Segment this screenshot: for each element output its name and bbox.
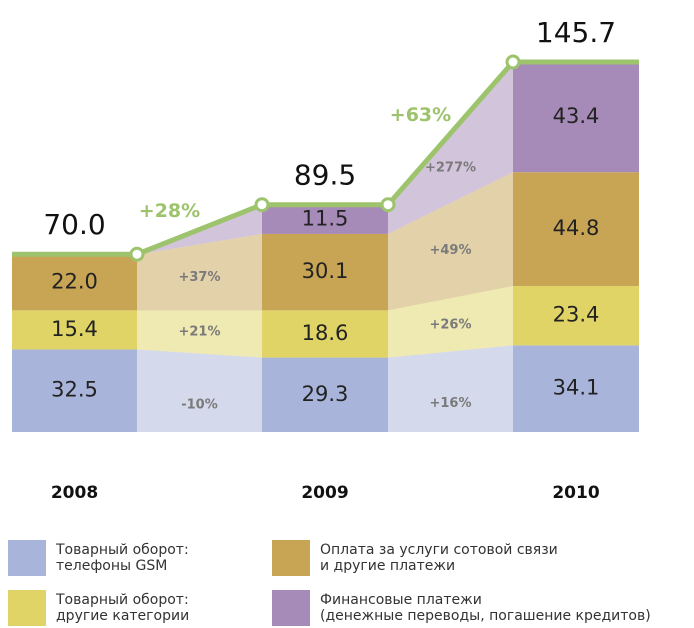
bar-segment: [513, 172, 639, 286]
legend-swatch: [272, 590, 310, 626]
bar-segment: [12, 254, 137, 311]
total-label: 145.7: [536, 16, 616, 49]
growth-label: +37%: [178, 270, 220, 285]
total-connector: [386, 60, 515, 207]
value-label: 11.5: [302, 206, 349, 230]
flow-band: [388, 172, 513, 311]
value-label: 32.5: [51, 378, 98, 402]
bar-segment: [262, 310, 388, 358]
bar-segment: [513, 62, 639, 173]
legend-item: Финансовые платежи (денежные переводы, п…: [272, 590, 651, 626]
chart: -10% +16% +21% +26% +37% +49% +277% 32.5 29.3 34.…: [12, 16, 639, 503]
total-point: [505, 54, 521, 70]
growth-label: +16%: [429, 396, 471, 411]
legend-label: Товарный оборот: другие категории: [56, 592, 190, 624]
bar-segment: [262, 357, 388, 432]
legend-item: Оплата за услуги сотовой связи и другие …: [272, 540, 558, 576]
bar-segment: [262, 233, 388, 311]
value-label: 44.8: [553, 216, 600, 240]
total-growth: +63%: [390, 104, 451, 126]
flow-band: [388, 62, 513, 234]
growth-label: +277%: [425, 161, 476, 176]
legend-item: Товарный оборот: телефоны GSM: [8, 540, 189, 576]
legend-swatch: [272, 540, 310, 576]
bar-segment: [12, 349, 137, 432]
legend-item: Товарный оборот: другие категории: [8, 590, 189, 626]
flow-band: [137, 310, 262, 358]
x-tick-label: 2008: [51, 483, 98, 503]
value-label: 30.1: [302, 259, 349, 283]
total-point: [129, 246, 145, 262]
bar-segment: [262, 204, 388, 234]
x-tick-label: 2009: [301, 483, 348, 503]
value-label: 22.0: [51, 269, 98, 293]
bar-segment: [513, 285, 639, 346]
legend-label: Финансовые платежи (денежные переводы, п…: [320, 592, 651, 624]
growth-label: +26%: [429, 317, 471, 332]
flow-band: [137, 233, 262, 311]
total-point: [380, 197, 396, 213]
x-tick-label: 2010: [552, 483, 599, 503]
value-label: 43.4: [553, 104, 600, 128]
flow-band: [388, 285, 513, 358]
legend-label: Товарный оборот: телефоны GSM: [56, 542, 189, 574]
bar-segment: [12, 310, 137, 350]
growth-label: -10%: [181, 397, 218, 412]
total-point: [254, 197, 270, 213]
flow-band: [137, 349, 262, 432]
growth-label: +21%: [178, 324, 220, 339]
flow-band: [388, 345, 513, 432]
legend-swatch: [8, 540, 46, 576]
value-label: 15.4: [51, 317, 98, 341]
total-label: 70.0: [43, 208, 105, 241]
value-label: 29.3: [302, 382, 349, 406]
value-label: 23.4: [553, 303, 600, 327]
total-label: 89.5: [294, 159, 356, 192]
growth-label: +49%: [429, 243, 471, 258]
legend-swatch: [8, 590, 46, 626]
value-label: 34.1: [553, 376, 600, 400]
bar-segment: [513, 345, 639, 432]
total-connector: [136, 202, 263, 257]
legend-label: Оплата за услуги сотовой связи и другие …: [320, 542, 558, 574]
value-label: 18.6: [302, 321, 349, 345]
total-growth: +28%: [139, 200, 200, 222]
